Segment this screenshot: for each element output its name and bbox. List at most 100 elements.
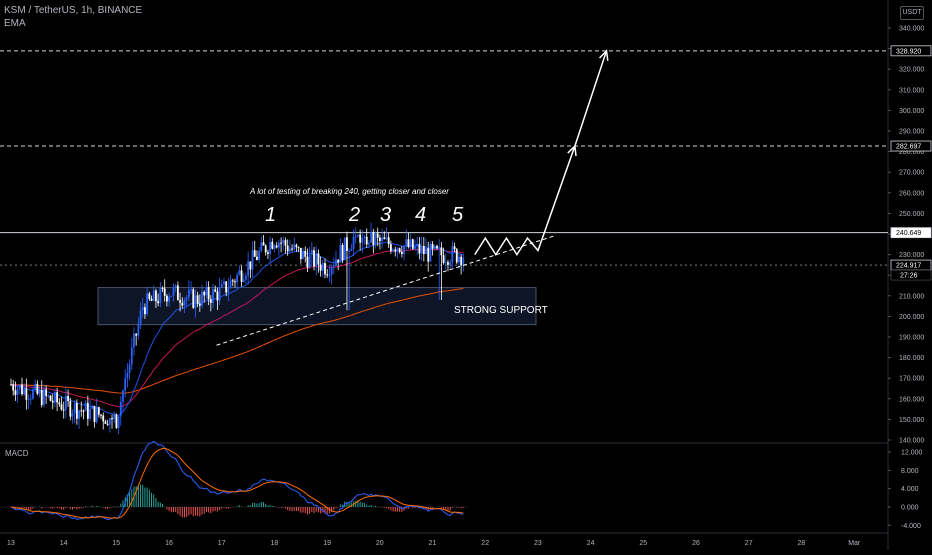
candle-body <box>179 300 181 303</box>
candle-body <box>343 237 346 261</box>
candle-body <box>75 403 78 419</box>
candle-body <box>249 261 252 270</box>
candle-body <box>170 295 173 297</box>
candle-body <box>146 293 149 315</box>
currency-badge[interactable]: USDT <box>900 6 924 20</box>
candle-body <box>60 404 63 410</box>
candle-body <box>308 254 311 268</box>
x-axis-tick-label: 14 <box>60 540 68 547</box>
y-axis-tick-label: 170.000 <box>899 376 924 383</box>
x-axis-tick-label: 22 <box>481 540 489 547</box>
candle-body <box>444 262 447 264</box>
y-axis-tick-label: 270.000 <box>899 170 924 177</box>
candle-body <box>297 247 300 249</box>
candle-body <box>67 395 69 402</box>
projection-path <box>474 50 608 256</box>
candle-body <box>234 281 236 283</box>
candle-body <box>361 237 364 243</box>
candle-body <box>453 246 456 250</box>
touch-label-2: 2 <box>348 204 360 226</box>
candle-body <box>161 288 164 290</box>
candle-body <box>181 302 184 306</box>
candle-body <box>166 295 168 302</box>
y-axis-tick-label: 320.000 <box>899 67 924 74</box>
candle-body <box>152 290 155 301</box>
x-axis-tick-label: 19 <box>323 540 331 547</box>
y-axis-tick-label: 290.000 <box>899 129 924 136</box>
candle-body <box>458 256 460 263</box>
candle-body <box>16 388 19 395</box>
candle-body <box>54 392 56 403</box>
candle-body <box>97 407 100 415</box>
y-axis-tick-label: 140.000 <box>899 438 924 445</box>
candle-body <box>62 409 65 411</box>
candle-body <box>32 389 34 399</box>
candle-body <box>379 237 381 241</box>
candle-body <box>176 285 179 301</box>
candle-body <box>317 253 320 265</box>
candle-body <box>337 259 340 263</box>
candle-body <box>86 402 89 419</box>
candle-body <box>207 286 210 300</box>
x-axis-tick-label: 25 <box>639 540 647 547</box>
candle-body <box>315 253 318 267</box>
candle-body <box>414 246 416 249</box>
candle-body <box>280 242 282 244</box>
candle-body <box>422 245 425 254</box>
candle-body <box>144 307 146 315</box>
touch-label-3: 3 <box>380 204 391 226</box>
candle-body <box>209 299 212 303</box>
candle-body <box>416 243 419 247</box>
candle-body <box>14 390 17 395</box>
candle-body <box>324 263 326 275</box>
touch-label-5: 5 <box>452 204 464 226</box>
candle-body <box>141 307 144 311</box>
touch-label-1: 1 <box>265 204 276 226</box>
candle-body <box>271 241 274 249</box>
candle-body <box>159 288 162 304</box>
candle-body <box>427 248 430 262</box>
candle-body <box>73 403 76 414</box>
candle-body <box>411 239 414 249</box>
candle-body <box>346 237 348 251</box>
candle-body <box>400 251 403 255</box>
candle-body <box>295 244 298 248</box>
candle-body <box>205 286 208 296</box>
candle-body <box>78 410 80 419</box>
candle-body <box>398 248 401 252</box>
macd-tick-label: 8.000 <box>901 468 919 475</box>
candle-body <box>339 244 342 263</box>
testing-note: A lot of testing of breaking 240, gettin… <box>249 187 449 196</box>
candle-body <box>198 303 201 306</box>
candle-body <box>310 250 313 255</box>
x-axis-tick-label: 23 <box>534 540 542 547</box>
candle-body <box>49 395 52 401</box>
candle-body <box>267 252 269 254</box>
candle-body <box>124 378 127 391</box>
candle-body <box>214 289 217 292</box>
price-level-label: 224.917 <box>896 263 921 270</box>
candle-body <box>372 232 375 246</box>
candle-body <box>100 414 102 416</box>
candle-body <box>245 275 247 280</box>
signal-line <box>10 447 464 519</box>
x-axis-tick-label: 16 <box>165 540 173 547</box>
y-axis-tick-label: 210.000 <box>899 293 924 300</box>
y-axis-tick-label: 200.000 <box>899 314 924 321</box>
y-axis-tick-label: 310.000 <box>899 87 924 94</box>
candle-body <box>218 287 221 301</box>
candle-body <box>43 389 45 406</box>
candle-body <box>192 289 195 308</box>
candle-body <box>242 279 245 282</box>
candle-body <box>385 237 388 240</box>
countdown-box <box>890 269 932 281</box>
ascending-trendline <box>216 235 554 346</box>
candle-body <box>23 388 26 395</box>
candle-body <box>370 232 373 243</box>
candle-body <box>93 405 96 423</box>
candle-body <box>187 289 190 298</box>
candle-body <box>368 242 370 245</box>
candle-body <box>350 248 353 251</box>
candle-body <box>84 402 87 412</box>
